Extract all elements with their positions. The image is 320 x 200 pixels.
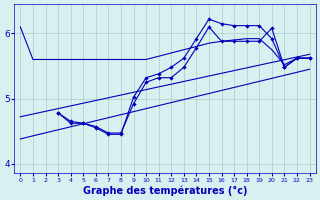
X-axis label: Graphe des températures (°c): Graphe des températures (°c) [83, 185, 247, 196]
